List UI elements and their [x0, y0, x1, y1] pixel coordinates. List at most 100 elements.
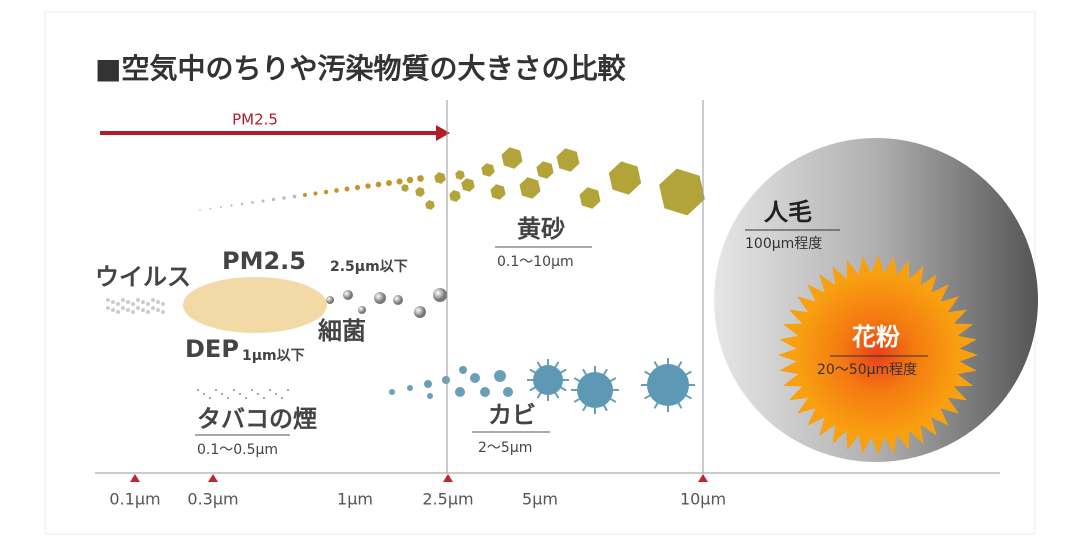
sand: [519, 177, 541, 199]
dust: [354, 184, 361, 191]
smoke: [203, 393, 205, 395]
smoke: [269, 389, 271, 391]
virus: [141, 300, 145, 304]
size: 0.1〜0.5μm: [197, 442, 278, 458]
mold-spore: [427, 393, 433, 399]
dust: [209, 207, 212, 210]
dust: [365, 183, 371, 189]
sand: [425, 200, 435, 210]
virus: [121, 298, 125, 302]
axis-label: 10μm: [680, 490, 726, 509]
dust: [219, 205, 223, 209]
bacterium: [374, 292, 386, 304]
bacterium: [433, 288, 447, 302]
sand: [501, 147, 523, 169]
virus: [116, 310, 120, 314]
arrow-label: PM2.5: [232, 111, 278, 129]
virus: [111, 300, 115, 304]
dust: [271, 197, 276, 202]
mold-spore: [459, 366, 467, 374]
size: 0.1〜10μm: [497, 254, 574, 270]
virus: [141, 308, 145, 312]
virus: [131, 310, 135, 314]
mold-spore: [407, 385, 413, 391]
dust: [261, 199, 265, 203]
smoke: [197, 389, 199, 391]
virus: [151, 306, 155, 310]
label: PM2.5: [222, 247, 306, 275]
mold-spore: [494, 370, 506, 382]
sand: [455, 170, 465, 180]
sand: [434, 172, 446, 184]
axis-label: 2.5μm: [422, 490, 473, 509]
size: 1μm以下: [242, 348, 305, 364]
dust: [230, 204, 233, 207]
smoke: [275, 393, 277, 395]
label: 花粉: [851, 323, 900, 351]
dust: [323, 189, 329, 195]
smoke: [263, 397, 265, 399]
title: ■空気中のちりや汚染物質の大きさの比較: [95, 52, 626, 85]
smoke: [227, 397, 229, 399]
sand: [401, 184, 409, 192]
smoke: [209, 397, 211, 399]
smoke: [257, 393, 259, 395]
axis-marker: [130, 474, 140, 482]
virus: [116, 302, 120, 306]
dust: [240, 202, 244, 206]
dust: [303, 193, 307, 197]
virus: [146, 310, 150, 314]
smoke: [287, 389, 289, 391]
smoke: [215, 389, 217, 391]
mold: [577, 372, 613, 408]
mold: [647, 364, 689, 406]
virus: [156, 308, 160, 312]
virus: [106, 306, 110, 310]
label: タバコの煙: [197, 405, 317, 433]
bacterium: [343, 290, 353, 300]
axis-label: 1μm: [337, 490, 373, 509]
mold-spore: [455, 387, 465, 397]
bacterium: [414, 306, 426, 318]
virus: [136, 298, 140, 302]
size: 2〜5μm: [478, 440, 532, 456]
mold-spore: [470, 373, 480, 383]
label: 人毛: [763, 198, 812, 226]
mold-spore: [503, 387, 513, 397]
dust: [386, 180, 392, 186]
axis-label: 5μm: [522, 490, 558, 509]
sand: [481, 163, 495, 177]
axis-marker: [443, 474, 453, 482]
label: 黄砂: [517, 215, 565, 243]
sand: [490, 184, 506, 200]
mold: [533, 365, 563, 395]
virus: [126, 300, 130, 304]
sand: [608, 161, 642, 195]
dust: [199, 209, 201, 211]
sand: [461, 178, 475, 192]
axis-marker: [208, 474, 218, 482]
dust: [251, 201, 254, 204]
label: カビ: [488, 401, 536, 429]
label: ウイルス: [95, 263, 191, 291]
virus: [161, 302, 165, 306]
bacterium: [326, 296, 334, 304]
bacterium: [393, 295, 403, 305]
virus: [131, 302, 135, 306]
dust: [375, 181, 382, 188]
sand: [556, 148, 580, 172]
size: 100μm程度: [745, 236, 822, 252]
virus: [151, 298, 155, 302]
smoke: [239, 393, 241, 395]
size: 2.5μm以下: [330, 259, 408, 275]
label: 細菌: [318, 317, 366, 345]
virus: [111, 308, 115, 312]
size: 20〜50μm程度: [817, 362, 917, 378]
virus: [136, 306, 140, 310]
smoke: [251, 389, 253, 391]
dust: [417, 175, 424, 182]
sand: [659, 168, 705, 216]
mold-spore: [424, 380, 432, 388]
dust: [292, 194, 297, 199]
